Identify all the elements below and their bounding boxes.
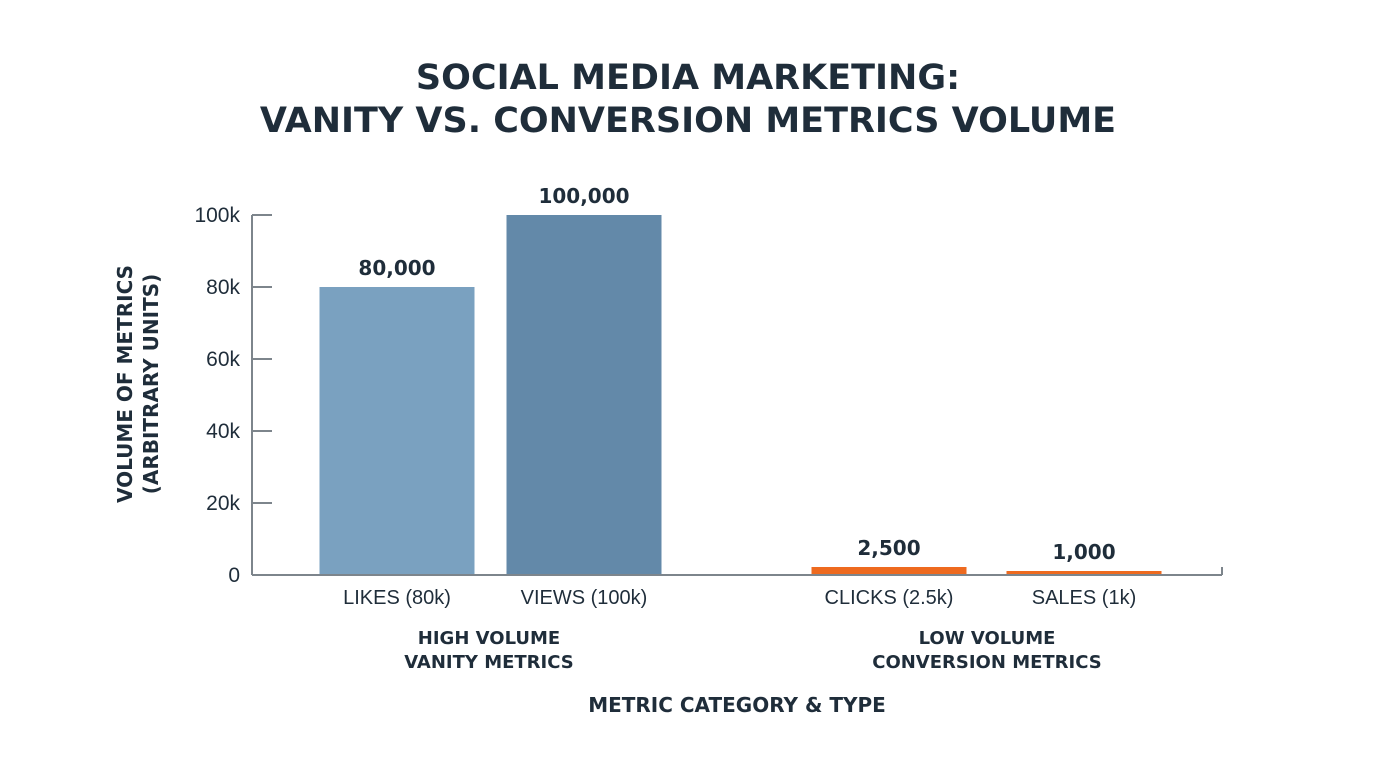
bar	[319, 287, 475, 575]
bar	[1006, 571, 1162, 575]
y-axis-title-line-1: VOLUME OF METRICS	[113, 265, 137, 503]
group-label-line: VANITY METRICS	[404, 652, 574, 673]
bars: 80,000 100,000 2,500 1,000	[319, 184, 1162, 575]
bar	[811, 567, 967, 575]
bar-value-label: 100,000	[538, 184, 629, 208]
x-category-label: VIEWS (100k)	[521, 587, 648, 609]
bar-value-label: 2,500	[857, 536, 920, 560]
chart-title-line-1: SOCIAL MEDIA MARKETING:	[416, 58, 960, 98]
y-tick-label: 20k	[206, 492, 240, 515]
x-category-label: LIKES (80k)	[343, 587, 451, 609]
chart-title-line-2: VANITY VS. CONVERSION METRICS VOLUME	[260, 101, 1116, 141]
group-label-line: CONVERSION METRICS	[872, 652, 1102, 673]
y-tick-label: 0	[228, 564, 240, 587]
group-label-line: LOW VOLUME	[919, 628, 1056, 649]
x-axis: LIKES (80k) VIEWS (100k) CLICKS (2.5k) SALE…	[252, 567, 1223, 609]
chart-title: SOCIAL MEDIA MARKETING: VANITY VS. CONVE…	[260, 58, 1116, 141]
x-category-label: CLICKS (2.5k)	[825, 587, 954, 609]
y-axis: 0 20k 40k 60k 80k 100k	[194, 204, 272, 587]
bar	[506, 215, 662, 575]
y-tick-label: 80k	[206, 276, 240, 299]
y-axis-title: VOLUME OF METRICS (ARBITRARY UNITS)	[113, 265, 163, 503]
x-category-label: SALES (1k)	[1032, 587, 1136, 609]
group-label-line: HIGH VOLUME	[418, 628, 560, 649]
x-axis-title: METRIC CATEGORY & TYPE	[588, 693, 886, 717]
y-tick-label: 60k	[206, 348, 240, 371]
bar-value-label: 1,000	[1052, 540, 1115, 564]
y-tick-label: 40k	[206, 420, 240, 443]
bar-value-label: 80,000	[358, 256, 435, 280]
y-tick-label: 100k	[194, 204, 240, 227]
y-axis-title-line-2: (ARBITRARY UNITS)	[139, 274, 163, 495]
category-groups: HIGH VOLUME VANITY METRICS LOW VOLUME CONVE…	[404, 628, 1102, 673]
